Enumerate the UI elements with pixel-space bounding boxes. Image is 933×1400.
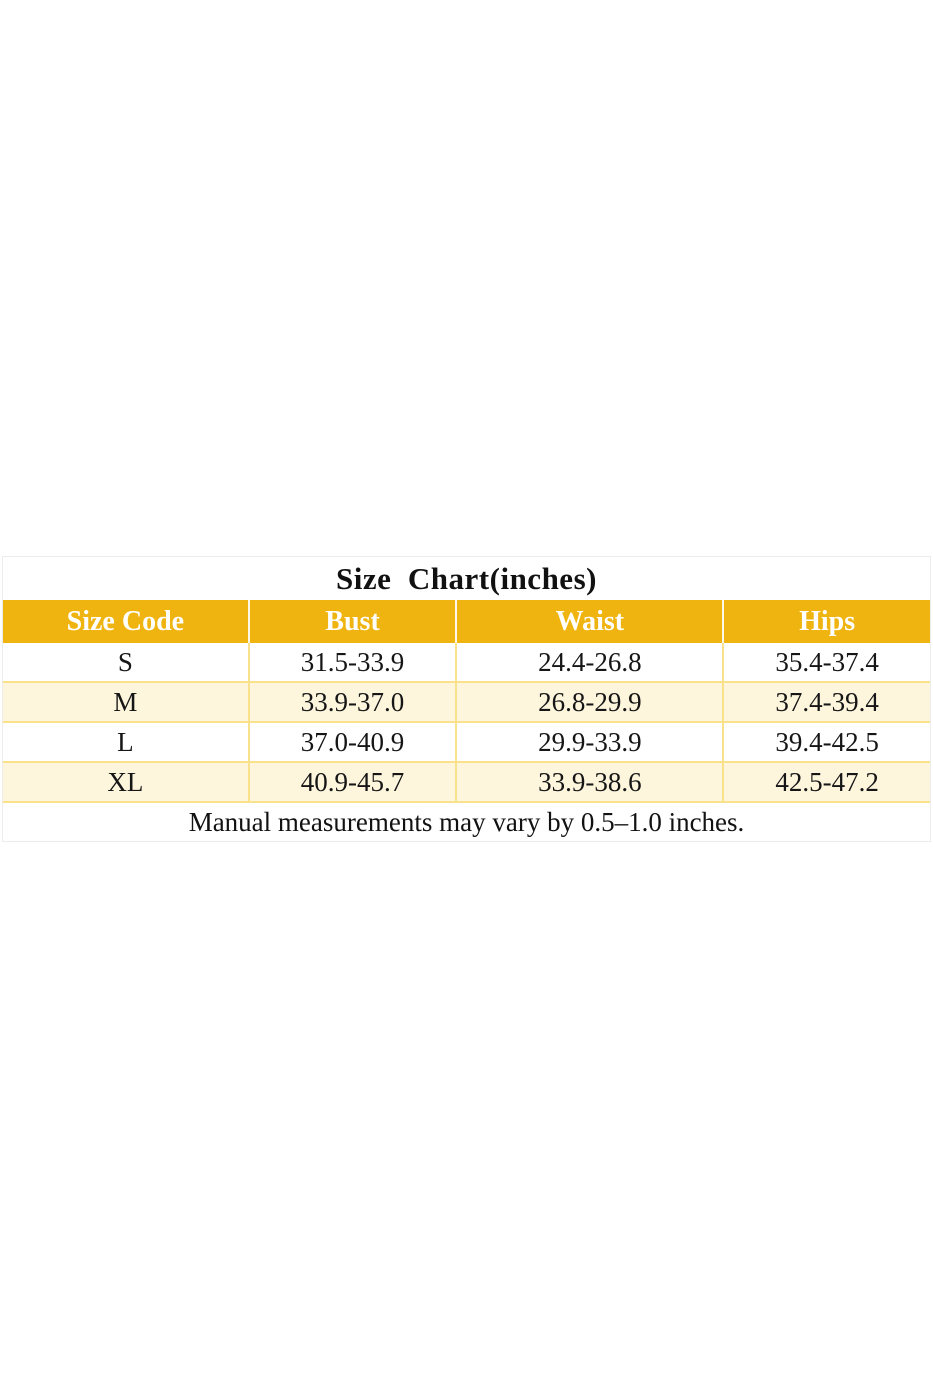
column-header-bust: Bust [247,600,456,643]
size-chart-title-row: Size Chart(inches) [3,557,930,600]
table-row-s: S 31.5-33.9 24.4-26.8 35.4-37.4 [3,643,930,683]
size-code-cell: M [113,686,138,717]
hips-cell: 39.4-42.5 [722,723,930,761]
measurement-note-row: Manual measurements may vary by 0.5–1.0 … [3,803,930,841]
size-chart-table: Size Chart(inches) Size Code Bust Waist … [2,556,931,842]
size-chart-title: Size Chart(inches) [336,560,597,596]
hips-cell: 35.4-37.4 [722,643,930,681]
waist-cell: 33.9-38.6 [455,763,722,801]
hips-cell: 37.4-39.4 [722,683,930,721]
hips-cell: 42.5-47.2 [722,763,930,801]
column-header-waist: Waist [455,600,722,643]
waist-cell: 26.8-29.9 [455,683,722,721]
table-row-l: L 37.0-40.9 29.9-33.9 39.4-42.5 [3,723,930,763]
column-header-size-code: Size Code [66,605,185,637]
column-header-hips: Hips [722,600,930,643]
bust-cell: 33.9-37.0 [247,683,456,721]
size-code-cell: L [117,726,134,757]
waist-cell: 29.9-33.9 [455,723,722,761]
bust-cell: 31.5-33.9 [247,643,456,681]
table-row-m: M 33.9-37.0 26.8-29.9 37.4-39.4 [3,683,930,723]
size-chart-header-row: Size Code Bust Waist Hips [3,600,930,643]
waist-cell: 24.4-26.8 [455,643,722,681]
size-code-cell: XL [107,766,144,797]
bust-cell: 37.0-40.9 [247,723,456,761]
bust-cell: 40.9-45.7 [247,763,456,801]
measurement-note: Manual measurements may vary by 0.5–1.0 … [188,806,745,837]
table-row-xl: XL 40.9-45.7 33.9-38.6 42.5-47.2 [3,763,930,803]
size-code-cell: S [117,646,133,677]
